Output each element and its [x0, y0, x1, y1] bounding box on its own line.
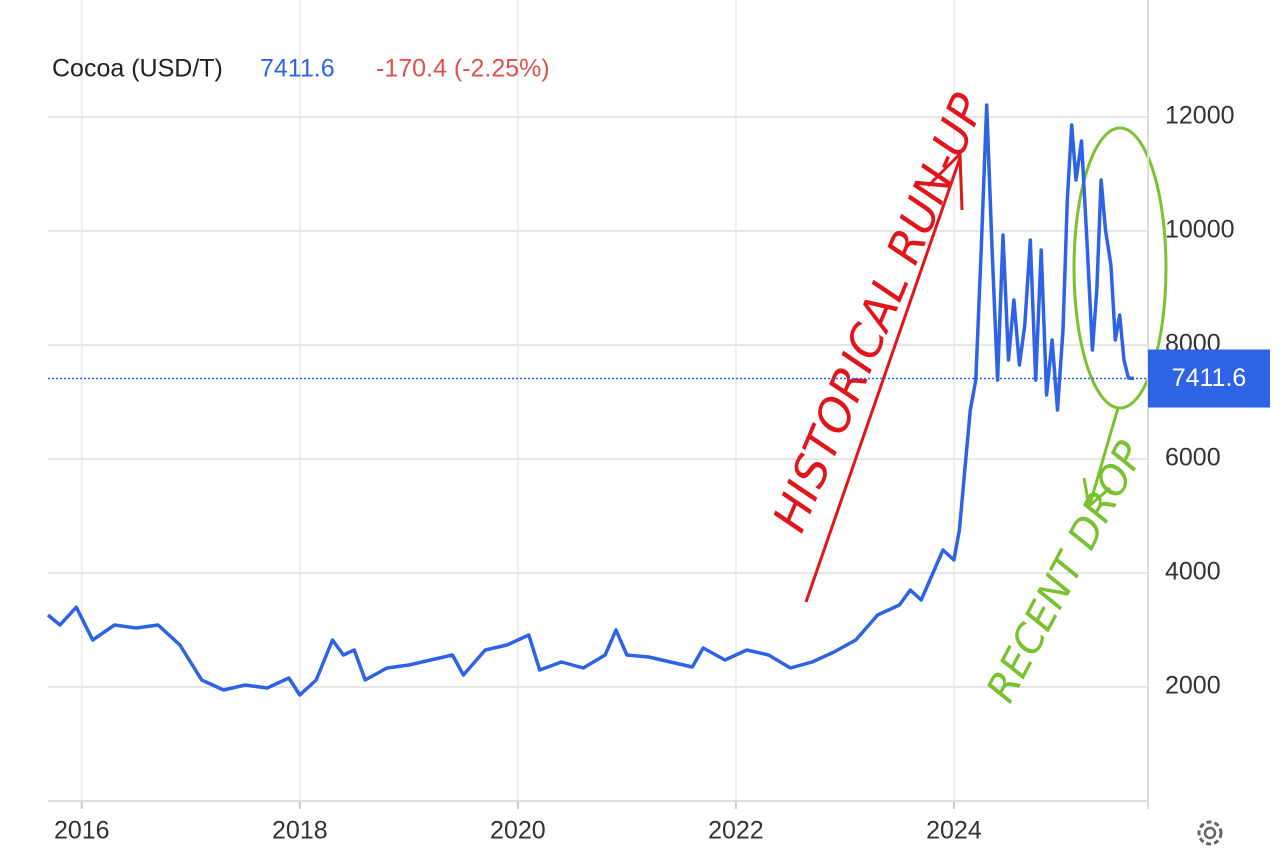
change: -170.4 (-2.25%): [376, 55, 550, 83]
annotation-circle: [1072, 126, 1168, 410]
y-tick-label: 6000: [1165, 444, 1221, 472]
price-line: [46, 103, 1134, 697]
annotation-arrowhead: [926, 150, 964, 211]
settings-icon[interactable]: [1197, 820, 1223, 846]
y-tick-label: 4000: [1165, 558, 1221, 586]
x-tick-label: 2022: [708, 817, 764, 845]
x-tick-label: 2020: [490, 817, 546, 845]
y-tick-label: 2000: [1165, 672, 1221, 700]
x-tick-label: 2024: [926, 817, 982, 845]
last-value: 7411.6: [260, 55, 335, 83]
y-tick-label: 10000: [1165, 216, 1235, 244]
x-tick-label: 2016: [54, 817, 110, 845]
last-value-tag: [1148, 349, 1270, 408]
x-tick-label: 2018: [272, 817, 328, 845]
annotation-arrow: [804, 157, 962, 603]
annotation: RECENT DROP: [978, 434, 1154, 710]
chart-title: Cocoa (USD/T): [52, 55, 223, 83]
y-tick-label: 12000: [1165, 102, 1235, 130]
gear[interactable]: [1197, 820, 1223, 846]
last-value-label: 7411.6: [1172, 364, 1247, 392]
annotation-arrow: [1088, 407, 1120, 505]
gear-hub[interactable]: [1203, 826, 1217, 840]
annotation-arrowhead: [1082, 477, 1111, 509]
